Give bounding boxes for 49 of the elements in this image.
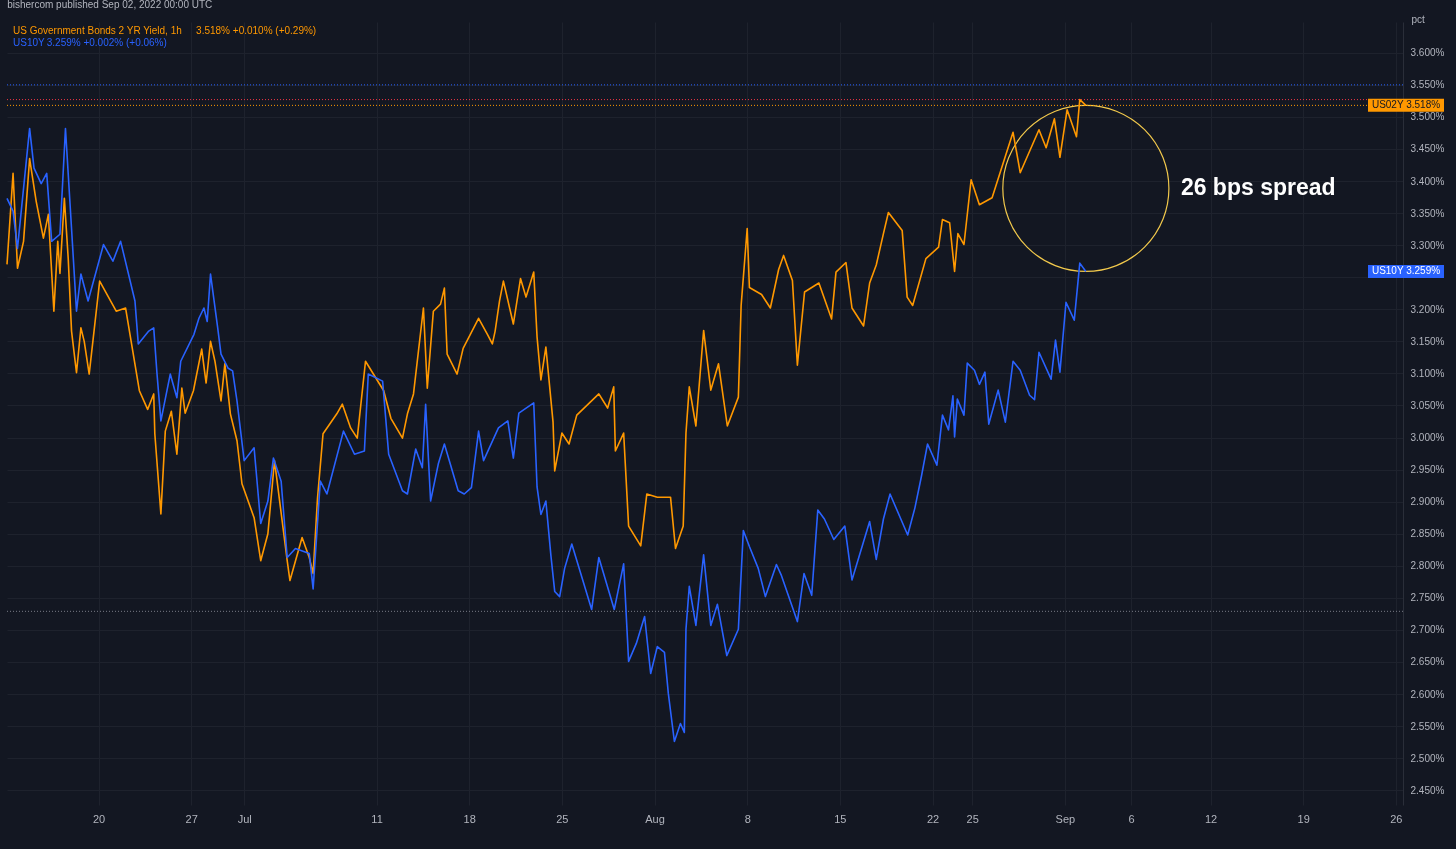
y-tick-label: 3.400%: [1410, 175, 1445, 187]
y-tick-label: 2.950%: [1410, 464, 1445, 476]
y-tick-label: 2.700%: [1410, 624, 1445, 636]
text: US Government Bonds 2 YR Yield, 1h: [13, 25, 182, 36]
x-tick-label: 18: [463, 812, 476, 825]
x-tick-label: 26: [1390, 812, 1403, 825]
y-tick-label: 3.050%: [1410, 399, 1445, 411]
x-tick-label: 11: [371, 812, 383, 825]
y-tick-label: 3.550%: [1410, 79, 1445, 91]
annotation: 26 bps spread: [1180, 174, 1336, 201]
x-tick-label: Jul: [237, 812, 252, 825]
x-tick-label: 25: [556, 812, 569, 825]
line-series: [6, 127, 1087, 743]
annotation: US10Y 3.259%: [1371, 265, 1441, 277]
y-tick-label: 3.600%: [1410, 47, 1445, 59]
y-tick-label: 3.200%: [1410, 303, 1445, 315]
y-tick-label: 2.450%: [1410, 784, 1445, 796]
annotation: US02Y 3.518%: [1371, 99, 1441, 111]
y-tick-label: 3.100%: [1410, 367, 1445, 379]
x-tick-label: Sep: [1055, 812, 1076, 825]
y-tick-label: 2.650%: [1410, 656, 1445, 668]
y-tick-label: 2.550%: [1410, 720, 1445, 732]
chart-title: bishercom published Sep 02, 2022 00:00 UTC: [7, 0, 213, 10]
x-tick-label: 8: [744, 812, 751, 825]
y-tick-label: 3.450%: [1410, 143, 1445, 155]
x-tick-label: 15: [834, 812, 847, 825]
x-tick-label: Aug: [645, 812, 665, 825]
y-tick-label: 2.800%: [1410, 560, 1445, 572]
y-tick-label: 2.850%: [1410, 528, 1445, 540]
x-tick-label: 12: [1204, 812, 1218, 825]
y-axis-title: pct: [1411, 13, 1426, 25]
annotation: 3.259% +0.002% (+0.06%): [46, 37, 167, 48]
y-tick-label: 3.300%: [1410, 239, 1445, 251]
x-tick-label: 19: [1297, 812, 1310, 825]
text: US10Y: [13, 37, 46, 48]
y-tick-label: 2.600%: [1410, 688, 1445, 700]
y-tick-label: 3.500%: [1410, 111, 1445, 123]
x-tick-label: 6: [1128, 812, 1135, 825]
x-tick-label: 25: [966, 812, 979, 825]
y-tick-label: 3.150%: [1410, 335, 1445, 347]
x-tick-label: 27: [185, 812, 198, 825]
y-tick-label: 3.350%: [1410, 207, 1445, 219]
annotation: 3.518% +0.010% (+0.29%): [196, 25, 317, 36]
x-tick-label: 20: [92, 812, 106, 825]
y-tick-label: 2.900%: [1410, 496, 1445, 508]
y-tick-label: 2.500%: [1410, 752, 1445, 764]
y-tick-label: 2.750%: [1410, 592, 1445, 604]
x-tick-label: 22: [926, 812, 940, 825]
y-tick-label: 3.000%: [1410, 432, 1445, 444]
